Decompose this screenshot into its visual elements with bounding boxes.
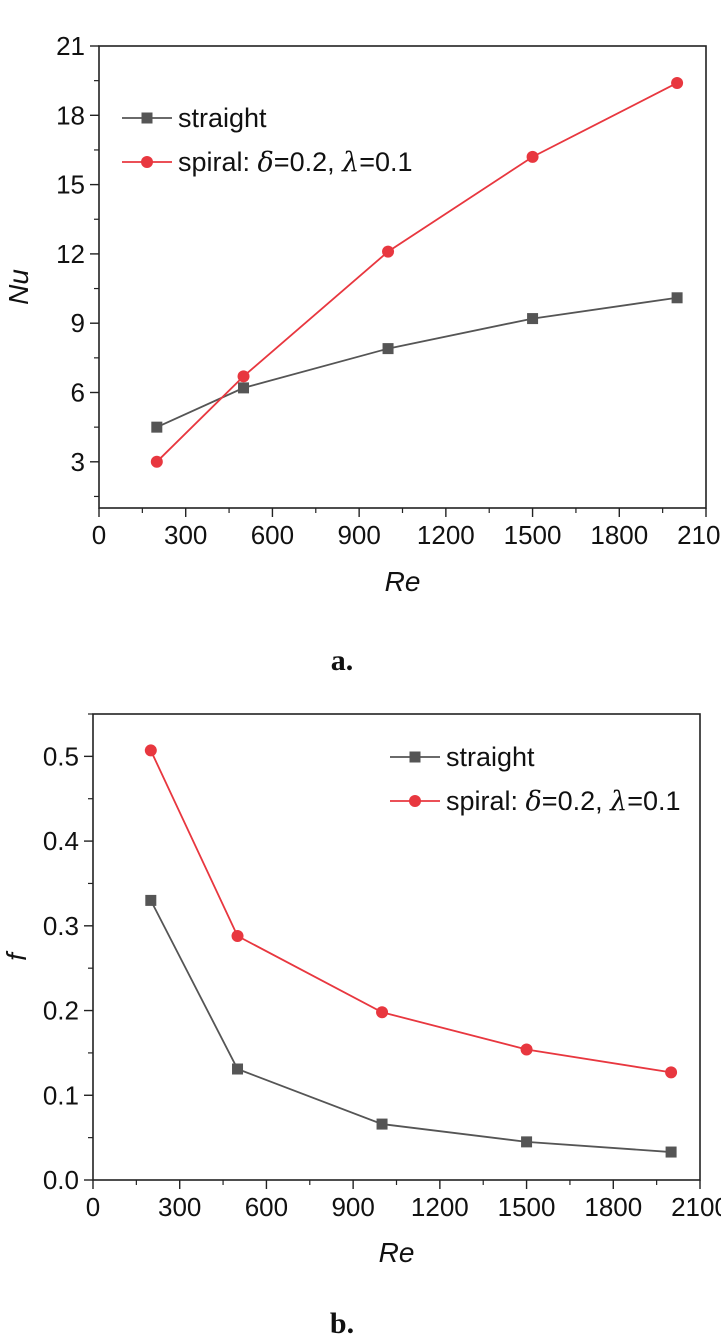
legend-label: straight (446, 742, 535, 772)
y-tick-label: 0.3 (43, 911, 79, 941)
y-tick-label: 0.5 (43, 741, 79, 771)
figure-caption: b. (330, 1307, 354, 1338)
legend-symbol: δ (526, 786, 542, 817)
data-point (526, 150, 539, 163)
y-tick-label: 18 (56, 100, 85, 130)
series-spiral (150, 76, 684, 468)
legend-text-part: =0.2, (274, 147, 342, 177)
legend-marker (141, 112, 153, 124)
data-point (521, 1136, 533, 1148)
data-point (144, 744, 157, 757)
x-tick-label: 1800 (584, 1192, 642, 1222)
x-tick-label: 900 (331, 1192, 374, 1222)
x-tick-label: 1200 (417, 520, 475, 550)
legend-text-part: =0.1 (359, 147, 412, 177)
legend-text-part: spiral: (446, 786, 526, 816)
legend-symbol: λ (341, 147, 359, 178)
data-point (237, 370, 250, 383)
legend-entry-straight: straight (122, 103, 267, 133)
y-tick-label: 12 (56, 239, 85, 269)
series-line (156, 82, 678, 463)
y-axis-title: Nu (3, 269, 34, 305)
data-point (665, 1146, 677, 1158)
legend-entry-spiral: spiral: δ=0.2, λ=0.1 (390, 786, 681, 817)
x-tick-label: 1500 (498, 1192, 556, 1222)
y-tick-label: 0.0 (43, 1165, 79, 1195)
data-point (231, 929, 244, 942)
data-point (376, 1118, 388, 1130)
x-tick-label: 600 (251, 520, 294, 550)
x-tick-label: 900 (337, 520, 380, 550)
data-point (520, 1043, 533, 1056)
y-tick-label: 3 (71, 447, 85, 477)
legend-text-part: spiral: (178, 147, 258, 177)
legend-label: straight (178, 103, 267, 133)
x-axis-title: Re (379, 1237, 415, 1268)
legend-text-part: =0.2, (542, 786, 610, 816)
data-point (151, 421, 163, 433)
series-straight (151, 292, 683, 433)
series-line (156, 296, 678, 428)
data-point (671, 292, 683, 304)
legend-text-part: =0.1 (627, 786, 680, 816)
y-axis-title: f (1, 950, 32, 961)
y-tick-label: 0.2 (43, 996, 79, 1026)
plot-frame (92, 713, 701, 1181)
figure-caption: a. (331, 644, 354, 677)
x-tick-label: 600 (245, 1192, 288, 1222)
data-point (238, 382, 250, 394)
y-tick-label: 21 (56, 31, 85, 61)
series-line (150, 899, 672, 1153)
y-tick-label: 9 (71, 308, 85, 338)
x-tick-label: 300 (158, 1192, 201, 1222)
series-straight (145, 894, 677, 1158)
legend-symbol: δ (258, 147, 274, 178)
legend-symbol: λ (609, 786, 627, 817)
legend-label: spiral: δ=0.2, λ=0.1 (178, 147, 413, 178)
legend-marker (409, 751, 421, 763)
data-point (145, 894, 157, 906)
data-point (665, 1066, 678, 1079)
data-point (382, 245, 395, 258)
series-spiral (144, 744, 678, 1079)
data-point (671, 76, 684, 89)
legend-label: spiral: δ=0.2, λ=0.1 (446, 786, 681, 817)
legend-text-part: straight (446, 742, 535, 772)
legend-text-part: straight (178, 103, 267, 133)
legend-entry-spiral: spiral: δ=0.2, λ=0.1 (122, 147, 413, 178)
data-point (382, 343, 394, 355)
x-tick-label: 0 (92, 520, 106, 550)
data-point (232, 1063, 244, 1075)
data-point (376, 1006, 389, 1019)
y-tick-label: 0.4 (43, 826, 79, 856)
data-point (527, 313, 539, 325)
data-point (150, 455, 163, 468)
legend-entry-straight: straight (390, 742, 535, 772)
x-axis-title: Re (385, 566, 421, 597)
x-tick-label: 0 (86, 1192, 100, 1222)
y-tick-label: 6 (71, 378, 85, 408)
x-tick-label: 1800 (590, 520, 648, 550)
y-tick-label: 0.1 (43, 1080, 79, 1110)
x-tick-label: 1200 (411, 1192, 469, 1222)
legend-marker (141, 156, 153, 168)
x-tick-label: 1500 (504, 520, 562, 550)
x-tick-label: 300 (164, 520, 207, 550)
y-tick-label: 15 (56, 170, 85, 200)
legend-marker (409, 795, 421, 807)
